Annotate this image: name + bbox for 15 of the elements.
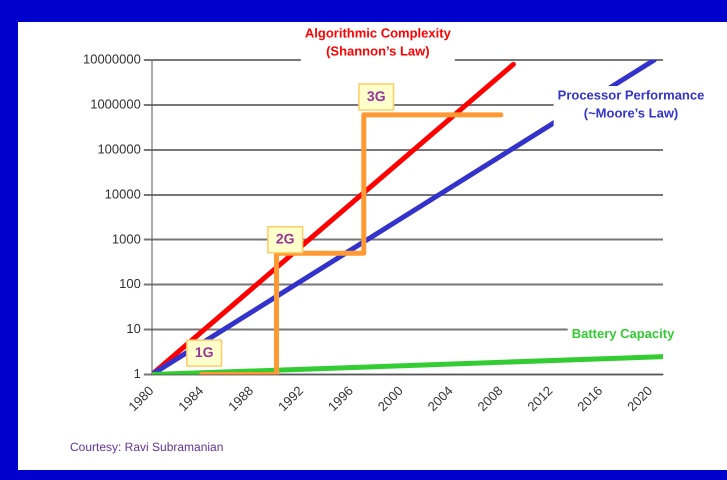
y-tick-label: 1 — [134, 366, 141, 382]
y-tick-label: 1000 — [112, 231, 141, 246]
y-tick-label: 10000000 — [82, 52, 141, 67]
series-label: Processor Performance (~Moore’s Law) — [558, 88, 704, 121]
y-tick-label: 10000 — [104, 186, 141, 202]
text: Algorithmic Complexity (Shannon’s Law) — [304, 26, 452, 59]
y-tick-label: 100 — [119, 276, 141, 292]
series-label: Battery Capacity — [572, 326, 676, 342]
y-tick-label: 100000 — [97, 141, 141, 156]
y-tick-label: 10 — [126, 321, 141, 336]
annotation: 1G — [194, 344, 214, 360]
text: Courtesy: Ravi Subramanian — [70, 440, 224, 454]
annotation: 3G — [366, 88, 386, 104]
y-tick-label: 1000000 — [90, 96, 141, 112]
annotation: 2G — [276, 230, 295, 247]
